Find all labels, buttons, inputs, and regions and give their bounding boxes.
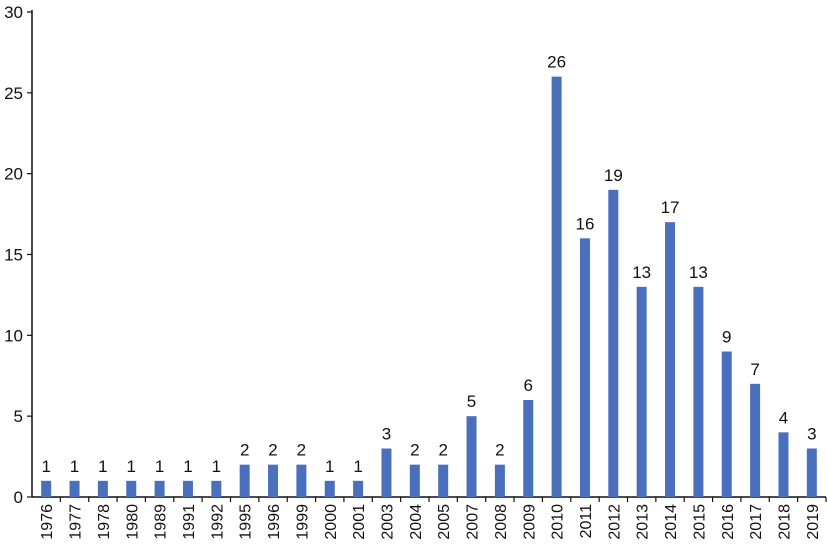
bar-1995 — [239, 464, 250, 497]
x-tick-label: 2010 — [550, 504, 567, 540]
x-tick-label: 2007 — [465, 504, 482, 540]
x-tick-label: 1996 — [266, 504, 283, 540]
bar-1976 — [41, 480, 52, 497]
bar-value-label: 4 — [779, 408, 788, 427]
bar-1992 — [211, 480, 222, 497]
x-tick-label: 2011 — [578, 504, 595, 539]
bar-value-label: 9 — [722, 328, 731, 347]
bar-2012 — [608, 189, 619, 498]
x-tick-labels: 1976 1977 1978 1980 1989 1991 1992 1995 1996 1999… — [39, 504, 822, 540]
bar-value-label: 3 — [807, 425, 816, 444]
bar-value-label: 1 — [127, 457, 136, 476]
bar-1999 — [296, 464, 307, 497]
bar-value-label: 2 — [297, 441, 306, 460]
x-tick-label: 2001 — [351, 504, 368, 540]
bar-value-label: 13 — [632, 263, 651, 282]
bars — [41, 76, 817, 498]
x-tick-label: 1995 — [238, 504, 255, 540]
bar-1996 — [268, 464, 279, 497]
x-tick-label: 1980 — [124, 504, 141, 540]
bar-2000 — [324, 480, 335, 497]
bar-value-label: 1 — [41, 457, 50, 476]
x-tick-label: 1991 — [181, 504, 198, 540]
x-axis — [32, 496, 827, 502]
bar-2019 — [806, 448, 817, 497]
x-tick-label: 2017 — [748, 504, 765, 540]
x-tick-label: 1977 — [68, 504, 85, 540]
x-tick-label: 2009 — [521, 504, 538, 540]
bar-value-label: 1 — [212, 457, 221, 476]
x-tick-label: 2008 — [493, 504, 510, 540]
bar-value-label: 2 — [438, 441, 447, 460]
y-tick-label: 25 — [4, 84, 23, 103]
x-tick-label: 2000 — [323, 504, 340, 540]
x-tick-label: 1978 — [96, 504, 113, 540]
x-tick-label: 2005 — [436, 504, 453, 540]
y-tick-label: 15 — [4, 246, 23, 265]
bar-1989 — [154, 480, 165, 497]
bar-1980 — [126, 480, 137, 497]
bar-value-label: 1 — [183, 457, 192, 476]
x-tick-label: 2013 — [635, 504, 652, 540]
bar-2001 — [353, 480, 364, 497]
bar-2014 — [665, 222, 676, 497]
bar-value-label: 2 — [268, 441, 277, 460]
y-tick-label: 30 — [4, 3, 23, 22]
x-tick-label: 2014 — [663, 504, 680, 540]
bar-value-label: 3 — [382, 425, 391, 444]
bar-value-label: 13 — [689, 263, 708, 282]
bar-2007 — [466, 416, 477, 497]
bar-2005 — [438, 464, 449, 497]
bar-value-label: 1 — [155, 457, 164, 476]
x-tick-label: 2019 — [805, 504, 822, 540]
y-tick-label: 5 — [14, 407, 23, 426]
x-tick-label: 1976 — [39, 504, 56, 540]
bar-1991 — [182, 480, 193, 497]
bar-1977 — [69, 480, 80, 497]
bar-1978 — [97, 480, 108, 497]
bar-2009 — [523, 400, 534, 497]
bar-value-label: 26 — [547, 53, 566, 72]
bar-value-label: 2 — [495, 441, 504, 460]
bar-value-label: 1 — [98, 457, 107, 476]
x-tick-label: 2004 — [408, 504, 425, 540]
bar-value-label: 6 — [524, 376, 533, 395]
bar-2008 — [494, 464, 505, 497]
bar-2004 — [409, 464, 420, 497]
x-tick-label: 2003 — [379, 504, 396, 540]
bar-value-label: 1 — [353, 457, 362, 476]
bar-2011 — [579, 238, 590, 498]
y-axis: 0 5 10 15 20 25 30 — [4, 3, 33, 507]
bar-value-label: 7 — [750, 360, 759, 379]
bar-value-label: 1 — [70, 457, 79, 476]
x-tick-label: 1999 — [294, 504, 311, 540]
x-tick-label: 2015 — [691, 504, 708, 540]
bar-2015 — [693, 286, 704, 497]
x-tick-label: 2016 — [720, 504, 737, 540]
bar-value-label: 2 — [240, 441, 249, 460]
bar-2018 — [778, 432, 789, 497]
bar-2003 — [381, 448, 392, 497]
x-tick-label: 1989 — [153, 504, 170, 540]
x-tick-label: 2012 — [606, 504, 623, 540]
x-tick-label: 1992 — [209, 504, 226, 540]
bar-value-label: 1 — [325, 457, 334, 476]
bar-2017 — [750, 383, 761, 497]
bar-value-label: 19 — [604, 166, 623, 185]
bar-2010 — [551, 76, 562, 498]
bar-value-label: 5 — [467, 392, 476, 411]
bar-value-label: 16 — [576, 214, 595, 233]
x-tick-label: 2018 — [776, 504, 793, 540]
y-tick-label: 10 — [4, 326, 23, 345]
bar-value-label: 2 — [410, 441, 419, 460]
y-tick-label: 20 — [4, 165, 23, 184]
bar-2013 — [636, 286, 647, 497]
bar-value-label: 17 — [661, 198, 680, 217]
bar-2016 — [721, 351, 732, 497]
y-tick-label: 0 — [14, 488, 23, 507]
